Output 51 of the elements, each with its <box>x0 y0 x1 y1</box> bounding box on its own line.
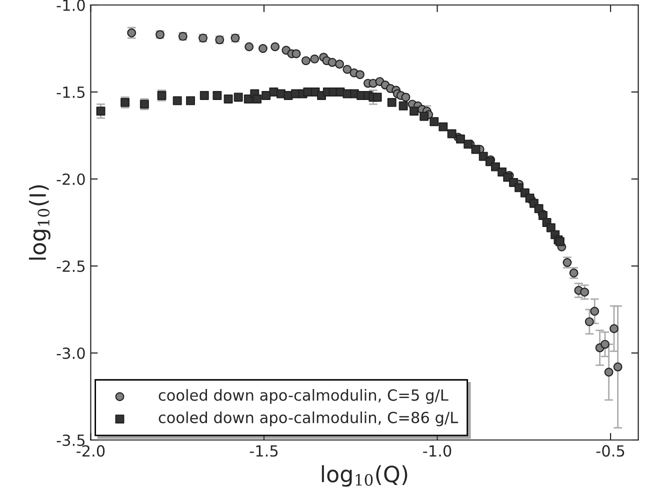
point <box>224 94 233 104</box>
y-tick-label: -2.0 <box>56 173 85 186</box>
point <box>613 362 622 372</box>
point <box>342 64 352 74</box>
point <box>604 368 614 377</box>
point <box>270 42 280 52</box>
point <box>262 90 271 100</box>
x-tick-label: -1.5 <box>250 445 278 457</box>
point <box>420 112 429 121</box>
point <box>584 317 594 326</box>
point <box>328 58 337 67</box>
point <box>471 144 480 154</box>
point <box>200 90 209 100</box>
point <box>234 92 243 102</box>
x-tick-label: -0.5 <box>596 445 624 457</box>
point <box>430 117 439 126</box>
x-tick-label: -2.0 <box>76 445 105 457</box>
point <box>96 106 106 116</box>
legend-label: cooled down apo-calmodulin, C=5 g/L <box>158 389 448 404</box>
point <box>580 288 590 297</box>
point <box>186 96 196 106</box>
point <box>258 44 268 53</box>
x-tick-label: -1.0 <box>423 445 452 457</box>
y-tick-label: -3.5 <box>56 434 85 446</box>
point <box>172 96 182 106</box>
point <box>600 340 610 349</box>
point <box>310 54 320 64</box>
point <box>401 92 410 102</box>
point <box>590 306 600 316</box>
point <box>356 70 364 80</box>
y-tick-label: -3.0 <box>56 347 85 360</box>
point <box>387 98 396 107</box>
x-axis-title: log$_{10}$(Q) <box>322 465 408 487</box>
point <box>610 324 619 334</box>
y-tick-label: -1.5 <box>56 86 85 98</box>
point <box>447 129 456 138</box>
point <box>410 106 419 116</box>
point <box>335 60 344 69</box>
point <box>372 92 382 102</box>
point <box>292 49 301 58</box>
y-axis-title: log$_{10}$(I) <box>28 185 50 260</box>
y-tick-label: -2.5 <box>56 260 85 272</box>
legend-label: cooled down apo-calmodulin, C=86 g/L <box>158 411 458 426</box>
point <box>438 122 448 132</box>
point <box>252 94 262 104</box>
point <box>303 88 312 96</box>
point <box>212 90 222 100</box>
point <box>398 101 408 110</box>
point <box>456 134 465 144</box>
point <box>301 56 310 66</box>
point <box>244 42 254 52</box>
